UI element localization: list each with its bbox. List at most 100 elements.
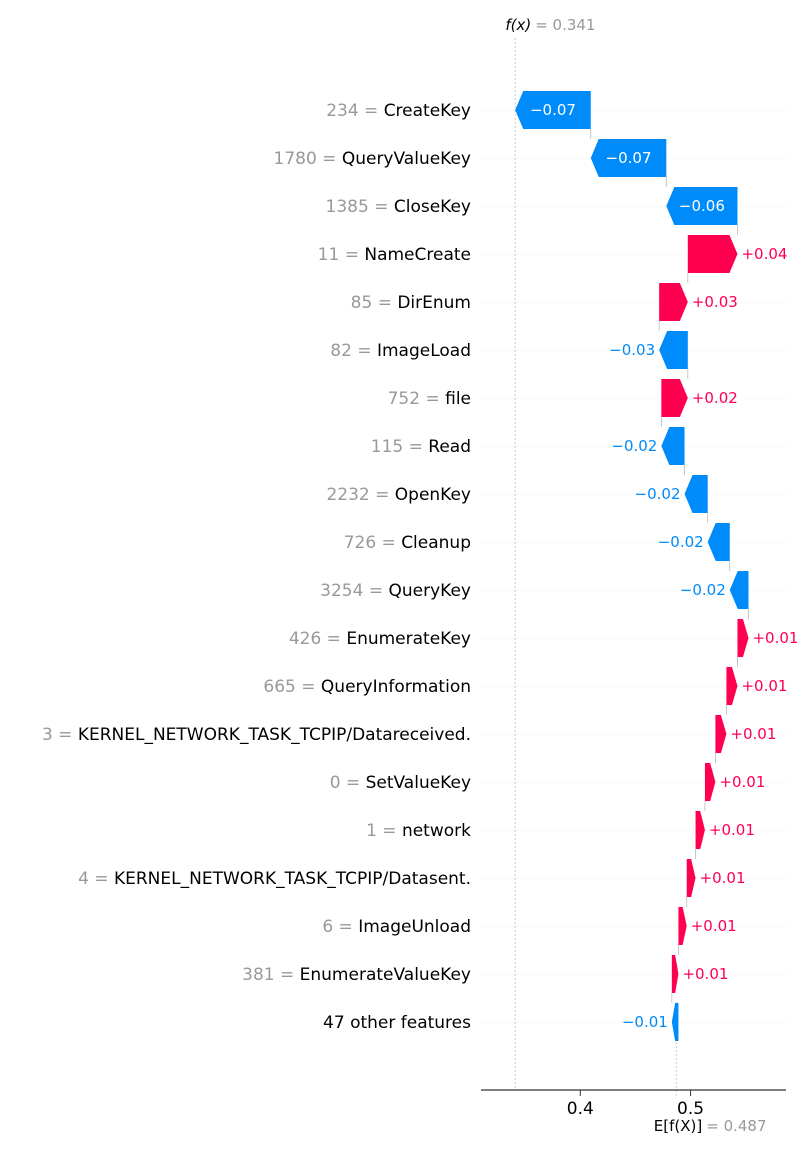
- feature-name: ImageLoad: [377, 341, 471, 361]
- fx-annotation: f(x) = 0.341: [505, 16, 595, 34]
- contribution-bar-positive: [661, 379, 688, 417]
- feature-value: 3254 =: [320, 581, 388, 601]
- contribution-bar-positive: [715, 715, 727, 753]
- feature-value: 1385 =: [326, 197, 394, 217]
- feature-label: 4 = KERNEL_NETWORK_TASK_TCPIP/Datasent.: [78, 869, 471, 889]
- contribution-label: +0.01: [752, 629, 798, 647]
- row-gridlines: [481, 109, 786, 1023]
- feature-label: 11 = NameCreate: [318, 245, 471, 265]
- efx-value: = 0.487: [706, 1117, 766, 1135]
- feature-name: KERNEL_NETWORK_TASK_TCPIP/Datareceived.: [78, 725, 471, 745]
- feature-name: NameCreate: [364, 245, 471, 265]
- feature-label: 234 = CreateKey: [326, 101, 471, 121]
- feature-value: 11 =: [318, 245, 365, 265]
- feature-value: 726 =: [344, 533, 402, 553]
- contribution-label: +0.01: [730, 725, 776, 743]
- feature-name: QueryValueKey: [342, 149, 471, 169]
- contribution-bar-positive: [695, 811, 705, 849]
- contribution-bar-positive: [704, 763, 716, 801]
- feature-value: 6 =: [322, 917, 358, 937]
- feature-label: 2232 = OpenKey: [326, 485, 471, 505]
- feature-name: Read: [428, 437, 471, 457]
- feature-label: 1 = network: [366, 821, 471, 841]
- contribution-label: +0.01: [691, 917, 737, 935]
- feature-name: DirEnum: [397, 293, 471, 313]
- contribution-bar-negative: [661, 427, 685, 465]
- feature-label: 0 = SetValueKey: [330, 773, 471, 793]
- contribution-label: −0.06: [679, 197, 725, 215]
- feature-value: 2232 =: [326, 485, 394, 505]
- feature-value: 115 =: [371, 437, 429, 457]
- contribution-bars: −0.07 −0.07 −0.06 +0.04 +0.03 −0.03 +0.02 −0.02…: [515, 91, 798, 1041]
- contribution-bar-positive: [737, 619, 749, 657]
- contribution-bar-positive: [726, 667, 738, 705]
- feature-value: 752 =: [388, 389, 446, 409]
- feature-value: 0 =: [330, 773, 366, 793]
- feature-name: OpenKey: [395, 485, 471, 505]
- feature-value: 1780 =: [274, 149, 342, 169]
- feature-label: 381 = EnumerateValueKey: [242, 965, 471, 985]
- feature-value: 426 =: [289, 629, 347, 649]
- feature-label: 726 = Cleanup: [344, 533, 471, 553]
- contribution-label: −0.02: [680, 581, 726, 599]
- efx-label: E[f(X)]: [654, 1117, 702, 1135]
- feature-label: 1780 = QueryValueKey: [274, 149, 472, 169]
- feature-label: 82 = ImageLoad: [330, 341, 471, 361]
- feature-value: 3 =: [42, 725, 78, 745]
- feature-label: 1385 = CloseKey: [326, 197, 471, 217]
- feature-name: file: [445, 389, 471, 409]
- contribution-label: +0.03: [692, 293, 738, 311]
- reference-lines: [514, 38, 749, 1098]
- feature-label: 6 = ImageUnload: [322, 917, 471, 937]
- contribution-label: −0.02: [611, 437, 657, 455]
- efx-annotation: E[f(X)] = 0.487: [654, 1117, 767, 1135]
- contribution-bar-negative: [684, 475, 708, 513]
- feature-value: 4 =: [78, 869, 114, 889]
- contribution-label: +0.04: [741, 245, 787, 263]
- feature-name: KERNEL_NETWORK_TASK_TCPIP/Datasent.: [114, 869, 471, 889]
- feature-value: 82 =: [330, 341, 377, 361]
- contribution-bar-negative: [590, 139, 667, 177]
- x-tick-label: 0.4: [567, 1099, 594, 1119]
- contribution-bar-positive: [686, 859, 696, 897]
- feature-name: SetValueKey: [366, 773, 471, 793]
- contribution-label: −0.03: [609, 341, 655, 359]
- feature-label: 752 = file: [388, 389, 471, 409]
- contribution-label: +0.01: [709, 821, 755, 839]
- contribution-bar-negative: [707, 523, 730, 561]
- contribution-label: −0.02: [635, 485, 681, 503]
- contribution-label: −0.07: [606, 149, 652, 167]
- x-axis: 0.4 0.5: [481, 1089, 786, 1119]
- feature-value: 85 =: [351, 293, 398, 313]
- fx-label: f(x): [505, 16, 531, 34]
- feature-label: 3 = KERNEL_NETWORK_TASK_TCPIP/Datareceiv…: [42, 725, 471, 745]
- feature-label: 3254 = QueryKey: [320, 581, 471, 601]
- feature-labels: 234 = CreateKey 1780 = QueryValueKey 1385 …: [42, 101, 471, 1033]
- contribution-label: +0.01: [741, 677, 787, 695]
- contribution-bar-positive: [659, 283, 688, 321]
- x-tick-label: 0.5: [677, 1099, 704, 1119]
- contribution-bar-negative: [666, 187, 738, 225]
- feature-label: 115 = Read: [371, 437, 471, 457]
- contribution-label: −0.02: [658, 533, 704, 551]
- feature-name: 47 other features: [323, 1013, 471, 1033]
- contribution-bar-negative: [515, 91, 591, 129]
- feature-name: network: [402, 821, 471, 841]
- feature-label: 665 = QueryInformation: [263, 677, 471, 697]
- feature-name: CreateKey: [384, 101, 471, 121]
- feature-name: ImageUnload: [358, 917, 471, 937]
- contribution-bar-positive: [678, 907, 687, 945]
- feature-label: 47 other features: [323, 1013, 471, 1033]
- contribution-label: −0.07: [530, 101, 576, 119]
- feature-label: 85 = DirEnum: [351, 293, 471, 313]
- feature-value: 381 =: [242, 965, 300, 985]
- contribution-bar-negative: [729, 571, 749, 609]
- feature-value: 665 =: [263, 677, 321, 697]
- contribution-label: +0.01: [700, 869, 746, 887]
- feature-value: 1 =: [366, 821, 402, 841]
- contribution-bar-negative: [659, 331, 688, 369]
- contribution-label: +0.01: [682, 965, 728, 983]
- fx-value: = 0.341: [535, 16, 595, 34]
- feature-label: 426 = EnumerateKey: [289, 629, 471, 649]
